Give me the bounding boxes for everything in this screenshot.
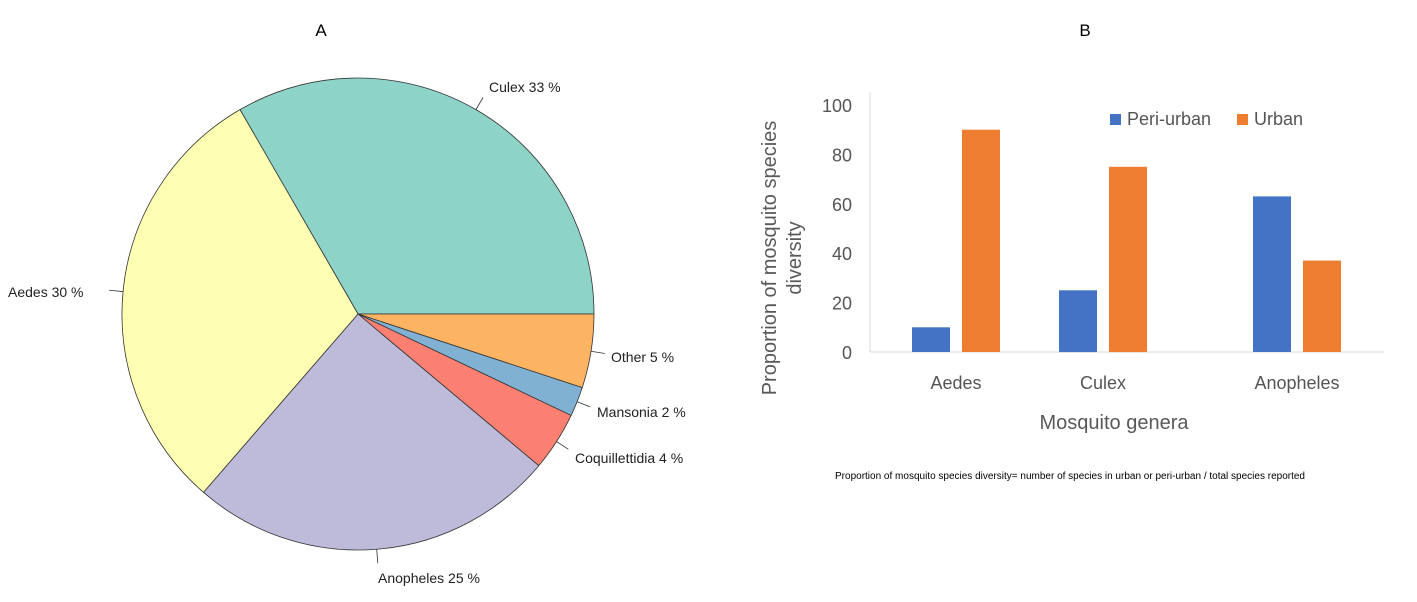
- legend-label-urban: Urban: [1254, 109, 1303, 129]
- pie-leader-culex-33: [475, 97, 484, 110]
- pie-label-anopheles-25: Anopheles 25 %: [378, 570, 480, 586]
- x-tick-label-anopheles: Anopheles: [1254, 373, 1339, 393]
- y-tick-label-80: 80: [832, 145, 852, 165]
- pie-leader-aedes-30: [109, 289, 124, 292]
- legend-swatch-urban: [1237, 114, 1248, 125]
- x-axis-title: Mosquito genera: [1040, 412, 1190, 434]
- pie-label-coquillettidia-4: Coquillettidia 4 %: [575, 450, 683, 466]
- pie-slice-culex-33: [239, 77, 595, 315]
- bar-peri-urban-aedes: [912, 327, 950, 352]
- footnote: Proportion of mosquito species diversity…: [835, 471, 1305, 482]
- pie-label-aedes-30: Aedes 30 %: [8, 284, 84, 300]
- bar-urban-anopheles: [1303, 260, 1341, 352]
- y-tick-label-100: 100: [822, 96, 852, 116]
- pie-leader-other-5: [590, 350, 605, 354]
- panel-a-letter: A: [315, 21, 327, 40]
- bar-peri-urban-anopheles: [1253, 196, 1291, 352]
- legend-swatch-peri-urban: [1110, 114, 1121, 125]
- y-axis-title-line-1: Proportion of mosquito species: [759, 121, 781, 396]
- y-tick-label-20: 20: [832, 294, 852, 314]
- pie-label-other-5: Other 5 %: [611, 349, 674, 365]
- bar-urban-aedes: [962, 129, 1000, 352]
- pie-leader-anopheles-25: [376, 549, 379, 564]
- pie-chart: Culex 33 % Other 5 % Mansonia 2 % Coquillet…: [8, 77, 686, 586]
- x-tick-label-aedes: Aedes: [930, 373, 981, 393]
- pie-leader-coquillettidia-4: [556, 441, 569, 450]
- y-tick-label-60: 60: [832, 195, 852, 215]
- legend-label-peri-urban: Peri-urban: [1127, 109, 1211, 129]
- y-axis-title-line-2: diversity: [784, 221, 806, 294]
- y-tick-label-40: 40: [832, 244, 852, 264]
- y-tick-label-0: 0: [842, 343, 852, 363]
- bar-peri-urban-culex: [1059, 290, 1097, 353]
- pie-label-culex-33: Culex 33 %: [489, 79, 561, 95]
- panel-b-letter: B: [1079, 21, 1090, 40]
- bar-urban-culex: [1109, 166, 1147, 353]
- pie-label-mansonia-2: Mansonia 2 %: [597, 404, 686, 420]
- x-tick-label-culex: Culex: [1080, 373, 1126, 393]
- bar-chart: Mosquito genera Proportion of mosquito s…: [759, 92, 1384, 434]
- pie-leader-mansonia-2: [576, 401, 591, 408]
